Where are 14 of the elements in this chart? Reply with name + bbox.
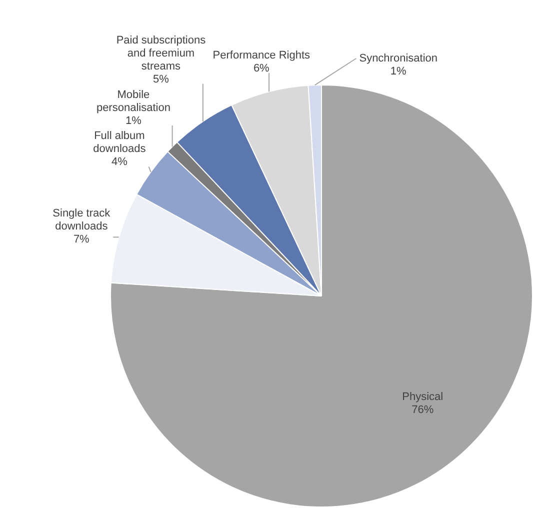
data-label: 6% bbox=[253, 62, 270, 74]
data-label: 5% bbox=[153, 73, 170, 86]
data-label: 1% bbox=[125, 114, 142, 127]
slice-label: Paid subscriptions and freemium streams bbox=[116, 34, 206, 72]
data-label: 7% bbox=[73, 233, 90, 246]
data-label: 4% bbox=[112, 156, 128, 168]
slice-label: Performance Rights bbox=[212, 49, 310, 62]
slice-label: Physical bbox=[402, 391, 444, 404]
slice-label: Mobile personalisation bbox=[96, 88, 170, 114]
slice-label: Full album downloads bbox=[93, 130, 146, 156]
slice-label: Single track downloads bbox=[52, 207, 111, 232]
data-label: 76% bbox=[412, 404, 434, 416]
slice-label: Synchronisation bbox=[359, 52, 438, 64]
data-label: 1% bbox=[390, 65, 407, 78]
